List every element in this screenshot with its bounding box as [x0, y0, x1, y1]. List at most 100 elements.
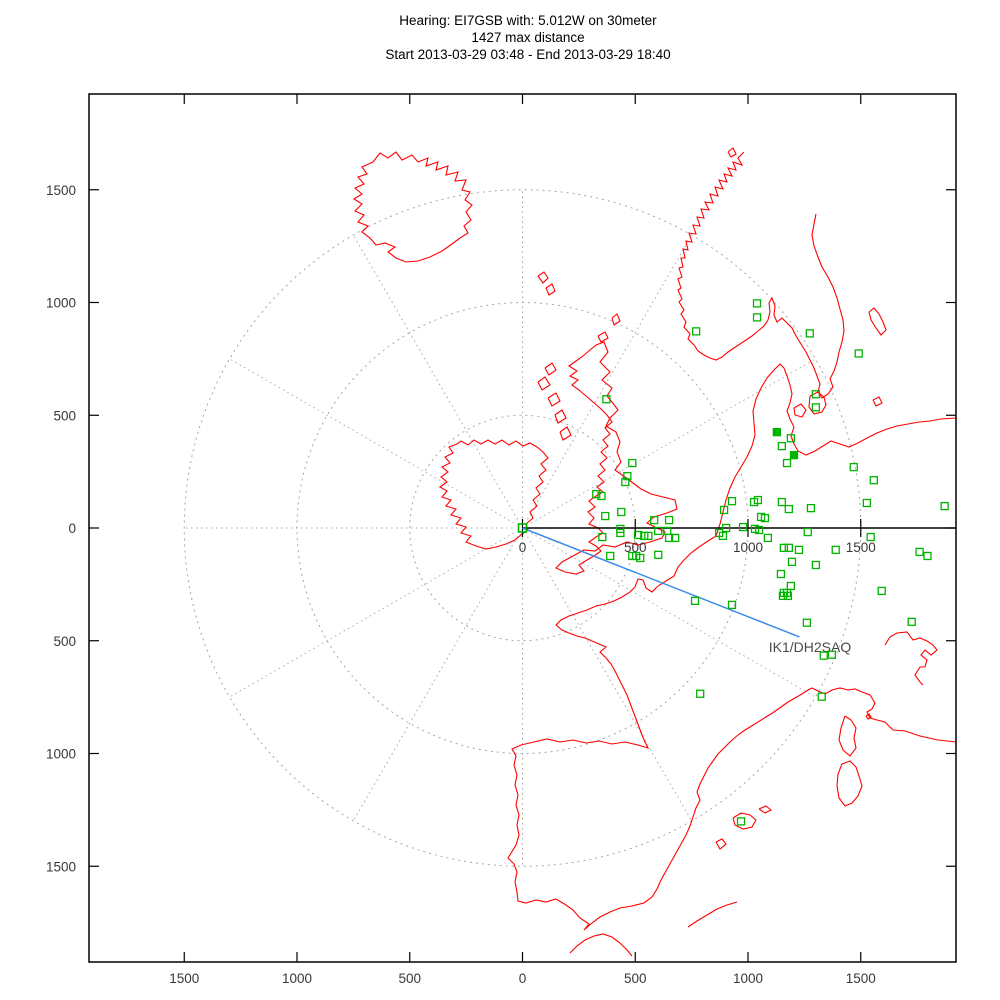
chart-title-line2: 1427 max distance [471, 30, 585, 45]
inner-axis-label-1000: 1000 [733, 540, 763, 555]
chart-title-line1: Hearing: EI7GSB with: 5.012W on 30meter [399, 13, 657, 28]
station-spot-23 [654, 550, 663, 559]
station-spot-43 [784, 504, 793, 514]
station-spot-41 [869, 476, 878, 485]
chart-title-line3: Start 2013-03-29 03:48 - End 2013-03-29 … [385, 47, 671, 62]
coastline-hebrides_1 [544, 362, 557, 376]
station-spot-30 [753, 495, 763, 505]
bearing-spoke-330deg [352, 234, 518, 520]
bearing-spoke-30deg [527, 234, 693, 520]
station-spot-7 [650, 515, 659, 525]
station-spot-55 [915, 547, 924, 557]
x-tick-label-3: 0 [519, 971, 527, 986]
coastline-norway_sweden [677, 151, 845, 399]
y-tick-label-5: 1000 [46, 296, 76, 311]
bearing-spoke-300deg [229, 358, 515, 524]
station-spot-64 [691, 327, 701, 336]
station-spot-28 [719, 505, 729, 515]
station-spot-10 [616, 528, 625, 538]
station-spot-0 [628, 458, 637, 468]
coastline-africa_algeria [687, 901, 738, 928]
station-spot-75 [819, 651, 828, 660]
bearing-spoke-240deg [229, 532, 515, 698]
station-spot-45 [862, 498, 871, 508]
station-spot-44 [806, 504, 816, 513]
station-spot-3 [592, 490, 601, 499]
station-spot-2 [621, 477, 630, 487]
inner-axis-label-500: 500 [624, 540, 647, 555]
coastline-ireland [438, 439, 549, 550]
station-spot-66 [854, 349, 863, 358]
coastline-adriatic [884, 631, 938, 686]
station-spot-67 [811, 390, 821, 399]
inner-axis-label-0: 0 [519, 540, 527, 555]
station-spot-37 [786, 434, 795, 443]
x-tick-label-0: 1500 [169, 971, 199, 986]
bearing-spoke-150deg [527, 536, 693, 822]
max-distance-callsign: IK1/DH2SAQ [769, 639, 852, 655]
bearing-spoke-210deg [352, 536, 518, 822]
station-spot-54 [811, 560, 821, 570]
station-spot-25 [718, 531, 728, 541]
y-tick-label-2: 500 [53, 634, 76, 649]
station-spot-33 [738, 522, 748, 532]
station-spot-40 [849, 462, 858, 472]
coastline-orkney [597, 331, 609, 343]
station-spot-46 [940, 501, 949, 511]
coastline-ibiza [715, 838, 727, 850]
coastline-sardinia [836, 760, 863, 807]
station-spot-14 [644, 531, 653, 541]
coastline-iceland [352, 151, 473, 263]
x-tick-label-4: 500 [624, 971, 647, 986]
y-tick-label-1: 1000 [46, 747, 76, 762]
station-spot-79 [736, 817, 746, 826]
x-tick-label-1: 1000 [282, 971, 312, 986]
station-spot-58 [786, 581, 795, 591]
coastline-funen [793, 403, 807, 418]
station-spot-17 [664, 533, 674, 543]
coastline-shetland [611, 313, 621, 326]
station-spot-6 [617, 507, 626, 517]
home-station-marker [517, 523, 528, 533]
station-spot-8 [664, 515, 674, 525]
station-spot-35 [754, 525, 764, 535]
station-spot-56 [923, 551, 932, 561]
coastline-hebrides_5 [559, 426, 572, 441]
coastline-great_britain [555, 341, 678, 575]
max-distance-line [522, 527, 800, 638]
station-spot-70 [727, 600, 737, 610]
station-spot-11 [598, 532, 607, 542]
station-spot-47 [803, 527, 812, 537]
station-spot-49 [784, 543, 793, 552]
station-spot-61 [877, 586, 886, 596]
station-spot-39 [782, 458, 792, 468]
station-spot-22 [636, 553, 645, 563]
station-spot-42 [777, 497, 786, 507]
station-spot-57 [776, 569, 786, 579]
station-spot-53 [787, 557, 797, 566]
station-spot-26 [721, 523, 731, 533]
station-spot-38 [777, 441, 786, 451]
coastline-faroe_1 [537, 271, 549, 284]
coastline-menorca [758, 805, 773, 814]
station-spot-72 [783, 591, 793, 601]
coastline-hebrides_4 [554, 409, 567, 424]
x-tick-label-6: 1500 [846, 971, 876, 986]
coastline-bornholm [872, 396, 883, 407]
station-spot-76 [827, 650, 837, 659]
station-spot-62 [752, 299, 762, 308]
station-spot-filled-1 [789, 451, 799, 460]
station-spot-4 [597, 491, 606, 501]
station-spot-1 [623, 471, 632, 481]
coastline-africa_morocco [569, 933, 633, 957]
station-spot-51 [831, 545, 840, 555]
y-tick-label-0: 1500 [46, 859, 76, 874]
y-tick-label-6: 1500 [46, 183, 76, 198]
x-tick-label-5: 1000 [733, 971, 763, 986]
station-spot-19 [606, 551, 615, 561]
y-tick-label-4: 500 [53, 408, 76, 423]
station-spot-filled-0 [772, 428, 782, 437]
coastline-norway_isle [727, 147, 737, 158]
